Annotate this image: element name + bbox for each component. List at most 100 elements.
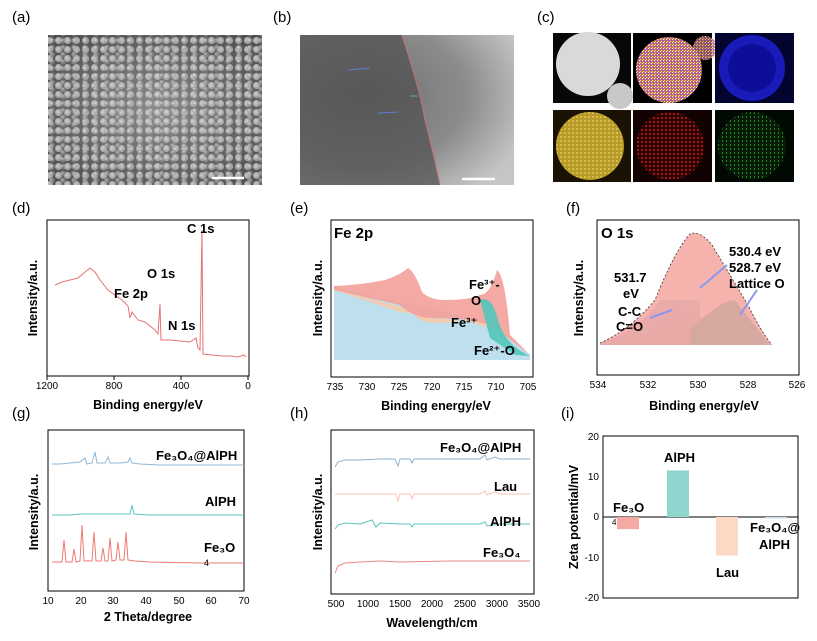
chart-f-frame	[596, 219, 800, 376]
chart-d-xlabel: Binding energy/eV	[93, 398, 203, 412]
chart-i-label-b1a: Fe₃O	[613, 500, 644, 515]
chart-f-title: O 1s	[601, 225, 634, 242]
chart-h-xlabel: Wavelength/cm	[386, 616, 477, 630]
chart-g-frame	[47, 429, 245, 592]
panel-f-label: (f)	[566, 200, 580, 217]
panel-b-label: (b)	[273, 9, 291, 26]
chart-h-series-3	[334, 519, 530, 530]
chart-i-bar	[667, 470, 689, 517]
chart-e-tick: 720	[424, 382, 441, 393]
chart-e-title: Fe 2p	[334, 225, 373, 242]
chart-e-annot-fe2o: Fe²⁺-O	[474, 343, 515, 358]
chart-i-bar	[765, 517, 787, 519]
chart-e-frame	[330, 219, 534, 378]
chart-i-label-b3: Lau	[716, 565, 739, 580]
chart-h-series-4	[334, 560, 530, 574]
chart-f-annot-ev: eV	[623, 286, 639, 301]
chart-e-annot-fe3o-1: Fe³⁺-	[469, 277, 500, 292]
chart-i-label-b1b: 4	[612, 518, 617, 527]
chart-e: Fe 2p 735 730 725 720 715 710 705 Fe³⁺- …	[311, 219, 537, 413]
chart-g-tick: 30	[107, 596, 119, 607]
sem-image	[48, 35, 262, 185]
chart-i-ylabel: Zeta potential/mV	[567, 464, 581, 569]
chart-i-bar	[617, 517, 639, 530]
chart-h-tick: 3500	[518, 599, 541, 610]
chart-f-annot-co: C=O	[616, 319, 643, 334]
chart-h-series-1	[334, 454, 530, 468]
chart-h-legend-1: Fe₃O₄@AlPH	[440, 440, 521, 455]
chart-h: 500 1000 1500 2000 2500 3000 3500 Fe₃O₄@…	[311, 429, 541, 630]
chart-i-tick: -20	[585, 593, 600, 604]
chart-e-annot-fe3: Fe³⁺	[451, 315, 477, 330]
chart-d-tick: 400	[173, 381, 190, 392]
chart-i-bar	[716, 517, 738, 556]
chart-i-label-b4a: Fe₃O₄@	[750, 520, 800, 535]
chart-i-tick: 20	[588, 432, 600, 443]
chart-i: 20 10 0 -10 -20 Fe₃O 4 AlPH Lau Fe₃O₄@ A…	[567, 432, 800, 604]
chart-h-tick: 3000	[486, 599, 509, 610]
chart-h-legend-2: Lau	[494, 479, 517, 494]
chart-f-ylabel: Intensity/a.u.	[572, 260, 586, 336]
chart-f-tick: 534	[590, 380, 607, 391]
chart-g-legend-1: Fe₃O₄@AlPH	[156, 448, 237, 463]
panel-g-label: (g)	[12, 405, 30, 422]
chart-f-tick: 530	[690, 380, 707, 391]
chart-e-tick: 730	[359, 382, 376, 393]
chart-e-tick: 735	[327, 382, 344, 393]
chart-i-label-b4b: AlPH	[759, 537, 790, 552]
chart-d-annot-o1s: O 1s	[147, 266, 175, 281]
chart-d-frame	[46, 219, 250, 377]
chart-f-tick: 526	[789, 380, 806, 391]
chart-e-annot-fe3o-2: O	[471, 293, 481, 308]
eds-mapping	[553, 32, 794, 182]
chart-e-xlabel: Binding energy/eV	[381, 399, 491, 413]
chart-f: O 1s 534 532 530 528 526 530.4 eV 528.7 …	[572, 219, 806, 413]
panel-i-label: (i)	[561, 405, 574, 422]
chart-i-tick: 0	[593, 512, 599, 523]
panel-a-label: (a)	[12, 9, 30, 26]
tem-image	[300, 34, 514, 186]
chart-f-annot-cc: C-C	[618, 304, 642, 319]
chart-e-tick: 710	[488, 382, 505, 393]
chart-g-tick: 60	[205, 596, 217, 607]
chart-f-tick: 528	[740, 380, 757, 391]
chart-d-ylabel: Intensity/a.u.	[26, 260, 40, 336]
chart-h-tick: 500	[328, 599, 345, 610]
chart-h-frame	[330, 429, 535, 595]
chart-d-tick: 1200	[36, 381, 59, 392]
chart-g-tick: 50	[173, 596, 185, 607]
chart-h-ylabel: Intensity/a.u.	[311, 474, 325, 550]
chart-f-tick: 532	[640, 380, 657, 391]
panel-c-label: (c)	[537, 9, 555, 26]
chart-g-tick: 40	[140, 596, 152, 607]
chart-f-annot-lattice: Lattice O	[729, 276, 785, 291]
chart-h-tick: 2500	[454, 599, 477, 610]
chart-h-tick: 1500	[389, 599, 412, 610]
chart-e-tick: 705	[520, 382, 537, 393]
chart-g-tick: 10	[42, 596, 54, 607]
chart-i-label-b2: AlPH	[664, 450, 695, 465]
chart-f-xlabel: Binding energy/eV	[649, 399, 759, 413]
chart-g-legend-2: AlPH	[205, 494, 236, 509]
panel-e-label: (e)	[290, 200, 308, 217]
chart-g-legend-3a: Fe₃O	[204, 540, 235, 555]
chart-d-tick: 0	[245, 381, 251, 392]
chart-g-xlabel: 2 Theta/degree	[104, 610, 192, 624]
chart-d-annot-n1s: N 1s	[168, 318, 195, 333]
chart-g-series-2	[52, 504, 244, 516]
chart-g-series-3	[52, 524, 244, 564]
chart-f-annot-5287: 528.7 eV	[729, 260, 781, 275]
panel-h-label: (h)	[290, 405, 308, 422]
chart-e-ylabel: Intensity/a.u.	[311, 260, 325, 336]
chart-g-ylabel: Intensity/a.u.	[27, 474, 41, 550]
chart-g-tick: 70	[238, 596, 250, 607]
chart-h-series-2	[335, 490, 530, 503]
chart-d-series	[54, 229, 247, 358]
chart-d-tick: 800	[106, 381, 123, 392]
chart-g-tick: 20	[75, 596, 87, 607]
chart-f-annot-5317: 531.7	[614, 270, 647, 285]
chart-f-annot-5304: 530.4 eV	[729, 244, 781, 259]
chart-e-tick: 725	[391, 382, 408, 393]
chart-h-tick: 1000	[357, 599, 380, 610]
